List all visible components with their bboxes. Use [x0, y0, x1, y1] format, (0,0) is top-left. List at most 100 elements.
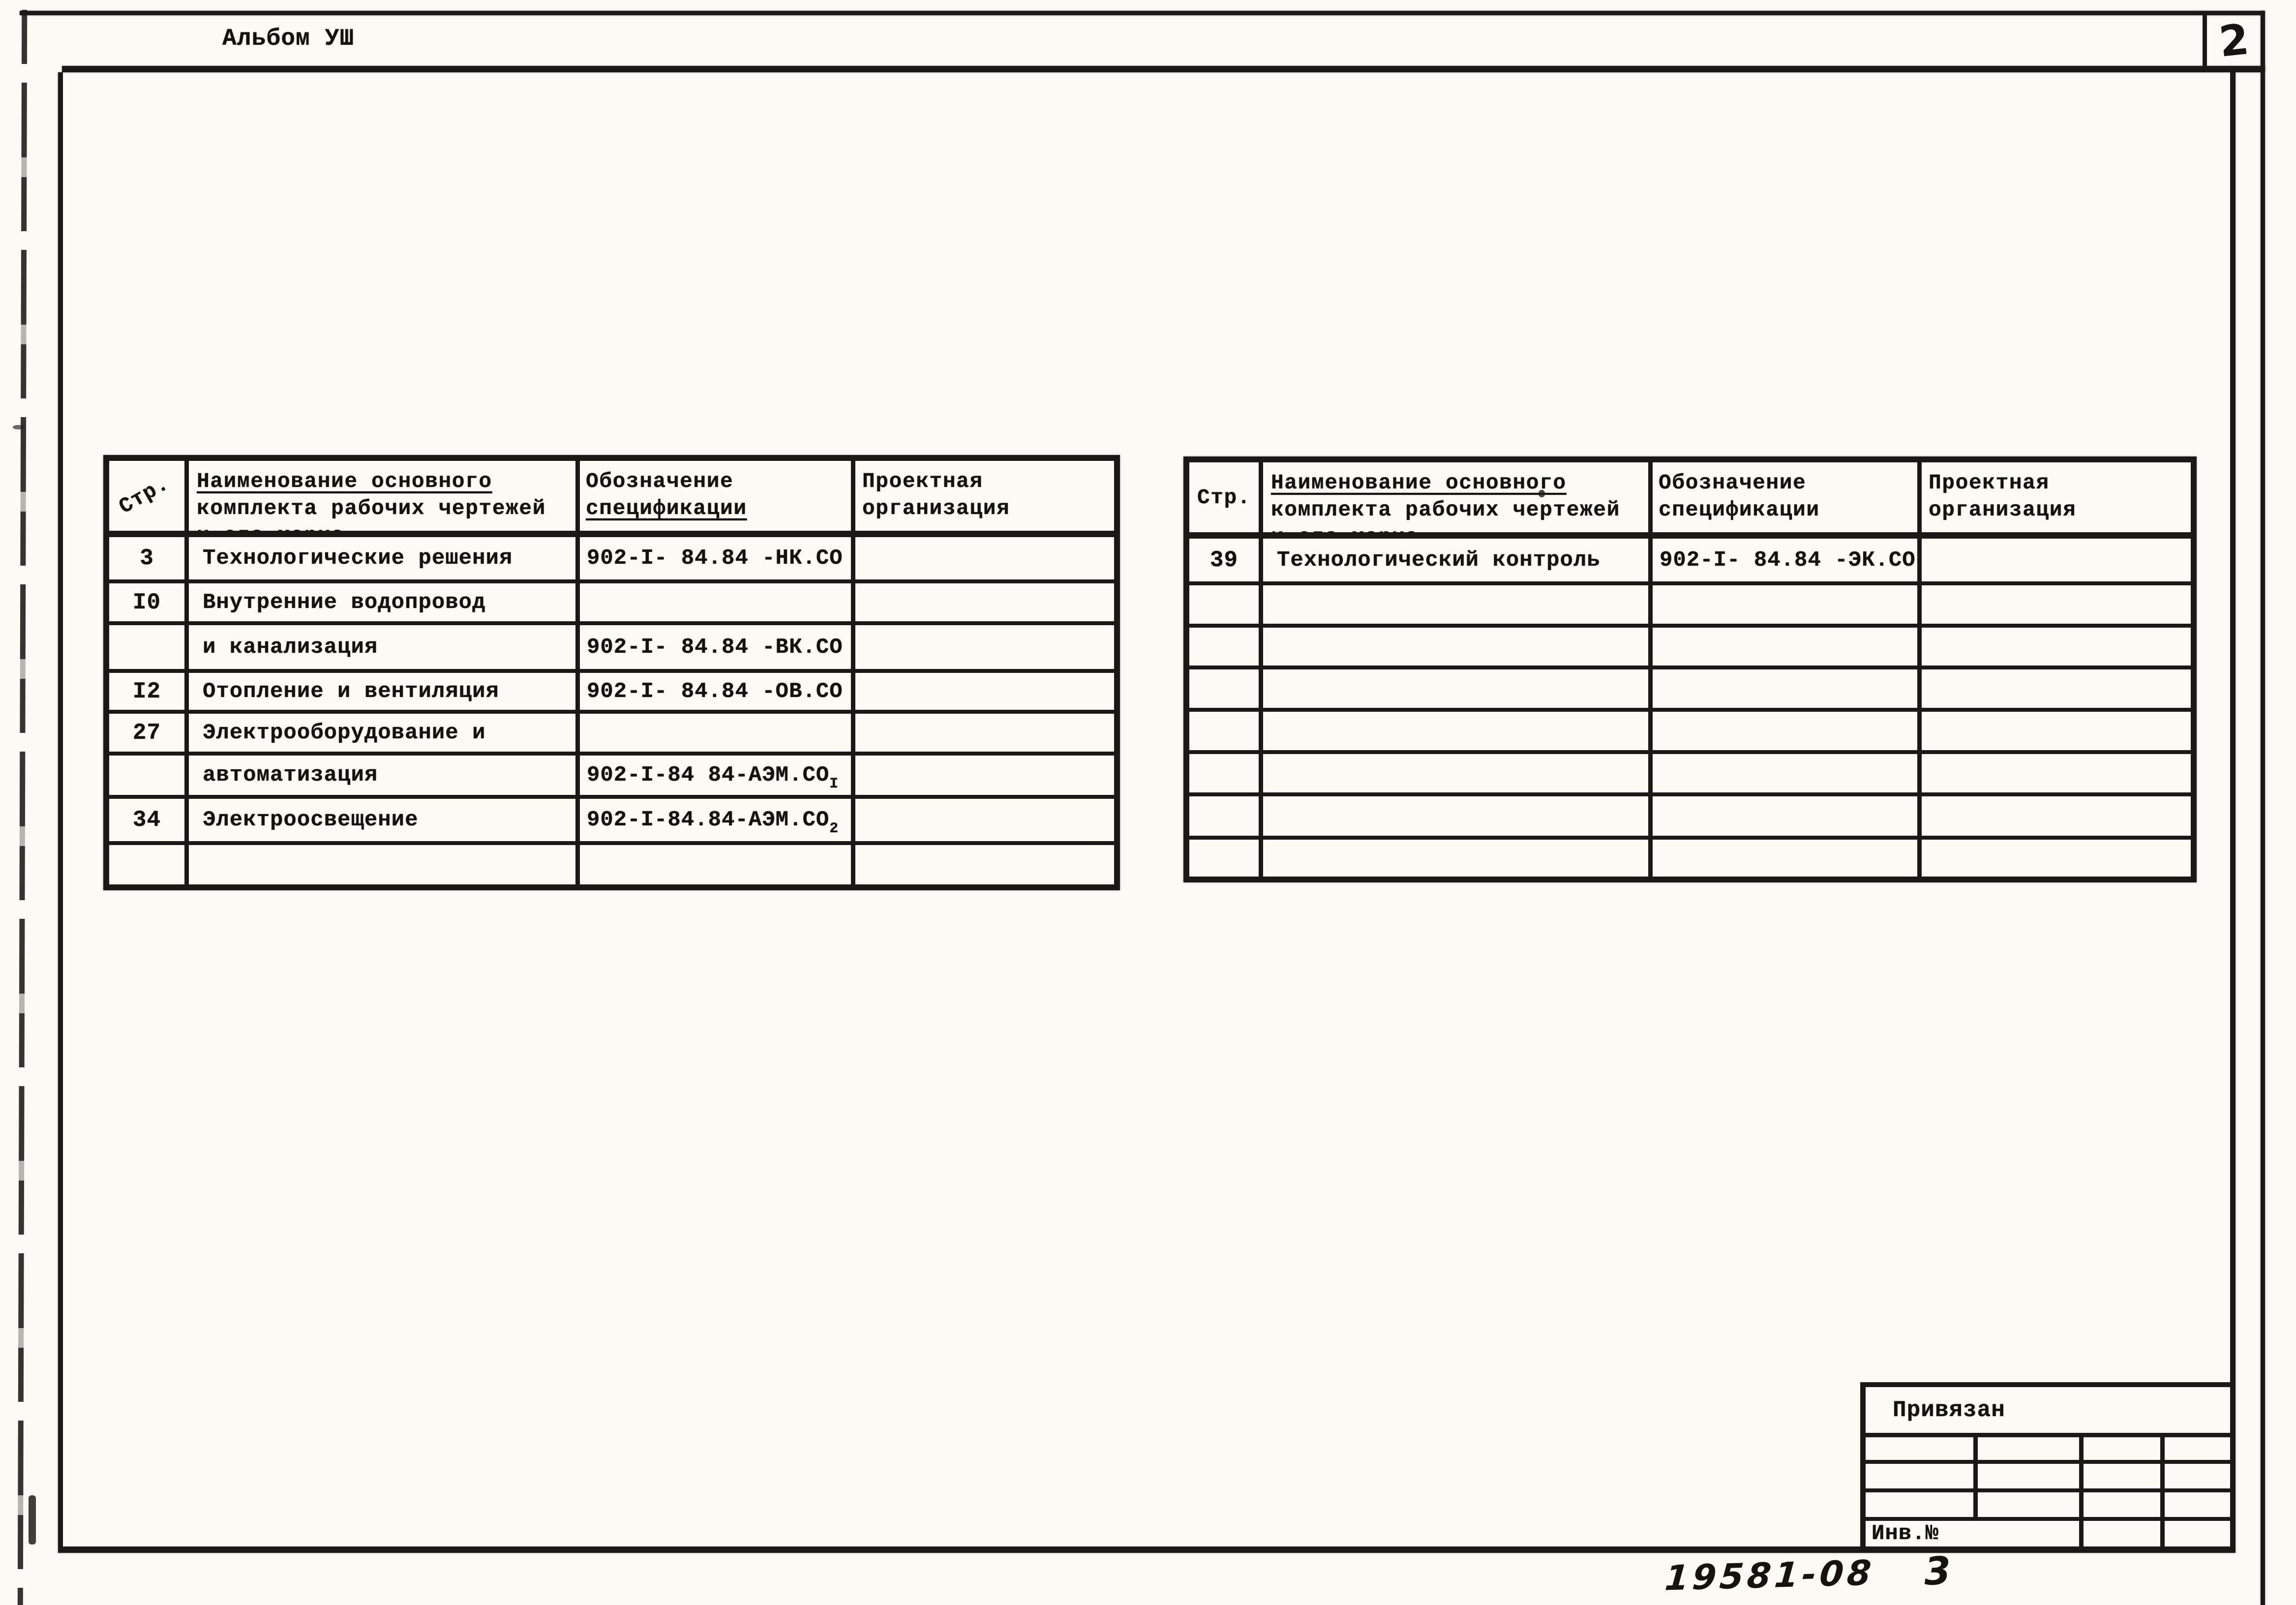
cell-page	[1189, 754, 1263, 796]
cell-name: автоматизация	[189, 756, 580, 799]
cell-spec	[580, 583, 855, 625]
column-header-page-label: Стр.	[115, 471, 174, 519]
cell-spec: 902-I- 84.84 -НК.СО	[580, 537, 855, 583]
cell-name: Электроосвещение	[189, 799, 580, 845]
title-block-cell	[2165, 1437, 2230, 1464]
title-block: Привязан Инв.№	[1860, 1382, 2230, 1546]
cell-spec: 902-I-84 84-АЭМ.СО I	[580, 756, 855, 799]
cell-org	[1922, 669, 2191, 712]
title-block-cell	[1866, 1464, 1978, 1492]
cell-name	[189, 845, 580, 884]
cell-spec	[1653, 754, 1922, 796]
column-header-org-line: Проектная	[862, 469, 983, 493]
column-header-spec-line: Обозначение	[1659, 471, 1807, 495]
cell-org	[855, 625, 1114, 673]
cell-org	[1922, 796, 2191, 840]
album-label: Альбом УШ	[222, 26, 355, 52]
cell-org	[855, 583, 1114, 625]
cell-spec	[580, 845, 855, 884]
cell-org	[855, 799, 1114, 845]
title-block-cell	[2165, 1521, 2230, 1546]
cell-name	[1263, 628, 1653, 669]
cell-name	[1263, 712, 1653, 754]
contents-table-left: Стр. Наименование основного комплекта ра…	[103, 455, 1120, 890]
cell-page: I2	[109, 673, 189, 714]
column-header-name-line: и его марка	[197, 523, 345, 537]
column-header-spec-line: спецификации	[586, 496, 747, 520]
title-block-header: Привязан	[1866, 1387, 2230, 1437]
cell-org	[1922, 712, 2191, 754]
title-block-cell	[1866, 1437, 1978, 1464]
title-block-cell	[1866, 1492, 1978, 1521]
header-rule	[62, 66, 2265, 72]
column-header-org: Проектная организация	[855, 461, 1114, 537]
column-header-page-label: Стр.	[1197, 485, 1251, 510]
column-header-org-line: организация	[862, 496, 1010, 520]
title-block-grid: Инв.№	[1866, 1437, 2230, 1546]
cell-org	[1922, 754, 2191, 796]
spec-subscript: 2	[829, 820, 839, 837]
spec-text: 902-I- 84.84 -ВК.СО	[587, 635, 843, 660]
cell-page: I0	[109, 583, 189, 625]
footer-page-number: 3	[1923, 1549, 1952, 1594]
column-header-org: Проектная организация	[1922, 462, 2191, 539]
cell-name: Внутренние водопровод	[189, 583, 580, 625]
column-header-name-line: комплекта рабочих чертежей	[1271, 498, 1620, 522]
cell-org	[855, 756, 1114, 799]
column-header-org-line: организация	[1929, 498, 2077, 522]
cell-name: Технологические решения	[189, 537, 580, 583]
cell-page	[1189, 840, 1263, 877]
column-header-spec-line: Обозначение	[586, 469, 734, 493]
inventory-number-label: Инв.№	[1872, 1521, 1939, 1546]
cell-org	[855, 845, 1114, 884]
cell-spec: 902-I- 84.84 -ЭК.СО	[1653, 539, 1922, 585]
title-block-cell	[1978, 1464, 2084, 1492]
spec-subscript: I	[829, 776, 839, 792]
left-edge-rule	[17, 9, 28, 1605]
cell-spec: 902-I- 84.84 -ОВ.СО	[580, 673, 855, 714]
ink-speck	[1539, 490, 1545, 497]
cell-name	[1263, 754, 1653, 796]
cell-page	[109, 625, 189, 673]
title-block-cell	[2084, 1492, 2165, 1521]
cell-name: и канализация	[189, 625, 580, 673]
cell-org	[1922, 840, 2191, 877]
cell-spec	[1653, 712, 1922, 754]
cell-page	[109, 756, 189, 799]
ink-speck	[29, 1495, 36, 1544]
column-header-name: Наименование основного комплекта рабочих…	[1263, 462, 1653, 539]
cell-name	[1263, 796, 1653, 840]
cell-spec	[1653, 840, 1922, 877]
cell-spec: 902-I-84.84-АЭМ.СО 2	[580, 799, 855, 845]
cell-org	[1922, 585, 2191, 628]
cell-page: 27	[109, 714, 189, 756]
cell-spec	[1653, 796, 1922, 840]
column-header-org-line: Проектная	[1929, 471, 2050, 495]
cell-name	[1263, 840, 1653, 877]
cell-spec	[1653, 628, 1922, 669]
cell-page	[1189, 712, 1263, 754]
title-block-cell	[1978, 1437, 2084, 1464]
cell-name: Технологический контроль	[1263, 539, 1653, 585]
title-block-cell	[2084, 1464, 2165, 1492]
cell-spec: 902-I- 84.84 -ВК.СО	[580, 625, 855, 673]
spec-text: 902-I- 84.84 -ОВ.СО	[587, 679, 843, 704]
title-block-title: Привязан	[1893, 1397, 2005, 1423]
cell-page	[1189, 628, 1263, 669]
right-edge-rule	[2261, 11, 2265, 1605]
spec-text: 902-I-84.84-АЭМ.СО	[587, 808, 830, 832]
cell-spec	[1653, 669, 1922, 712]
cell-org	[855, 673, 1114, 714]
title-block-cell	[1978, 1492, 2084, 1521]
footer-document-code: 19581-08	[1663, 1552, 1876, 1599]
column-header-name-line: и его марка	[1271, 525, 1419, 539]
contents-table-right: Стр. Наименование основного комплекта ра…	[1183, 456, 2197, 882]
cell-name	[1263, 669, 1653, 712]
ink-speck	[13, 425, 25, 429]
sheet-number: 2	[2216, 15, 2251, 67]
column-header-spec: Обозначение спецификации	[1653, 462, 1922, 539]
sheet-number-cell: 2	[2207, 15, 2261, 67]
column-header-name-line: Наименование основного	[197, 469, 492, 493]
spec-text: 902-I-84 84-АЭМ.СО	[587, 763, 830, 787]
